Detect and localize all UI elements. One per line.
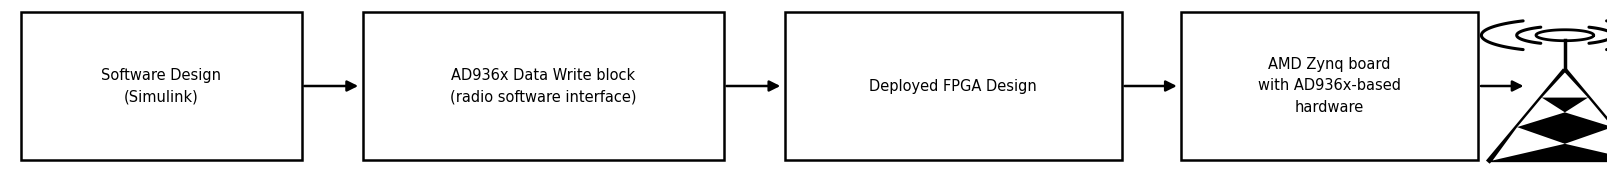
Polygon shape [1541,72,1588,98]
Polygon shape [1491,127,1564,160]
FancyBboxPatch shape [1181,12,1477,160]
FancyBboxPatch shape [21,12,302,160]
FancyBboxPatch shape [784,12,1122,160]
Text: Software Design
(Simulink): Software Design (Simulink) [101,68,222,104]
Polygon shape [1564,127,1607,160]
Text: AD936x Data Write block
(radio software interface): AD936x Data Write block (radio software … [450,68,636,104]
Polygon shape [1564,98,1607,127]
FancyBboxPatch shape [362,12,723,160]
Text: Deployed FPGA Design: Deployed FPGA Design [869,78,1037,94]
Polygon shape [1515,98,1564,127]
Polygon shape [1486,70,1607,162]
Text: AMD Zynq board
with AD936x-based
hardware: AMD Zynq board with AD936x-based hardwar… [1257,57,1400,115]
